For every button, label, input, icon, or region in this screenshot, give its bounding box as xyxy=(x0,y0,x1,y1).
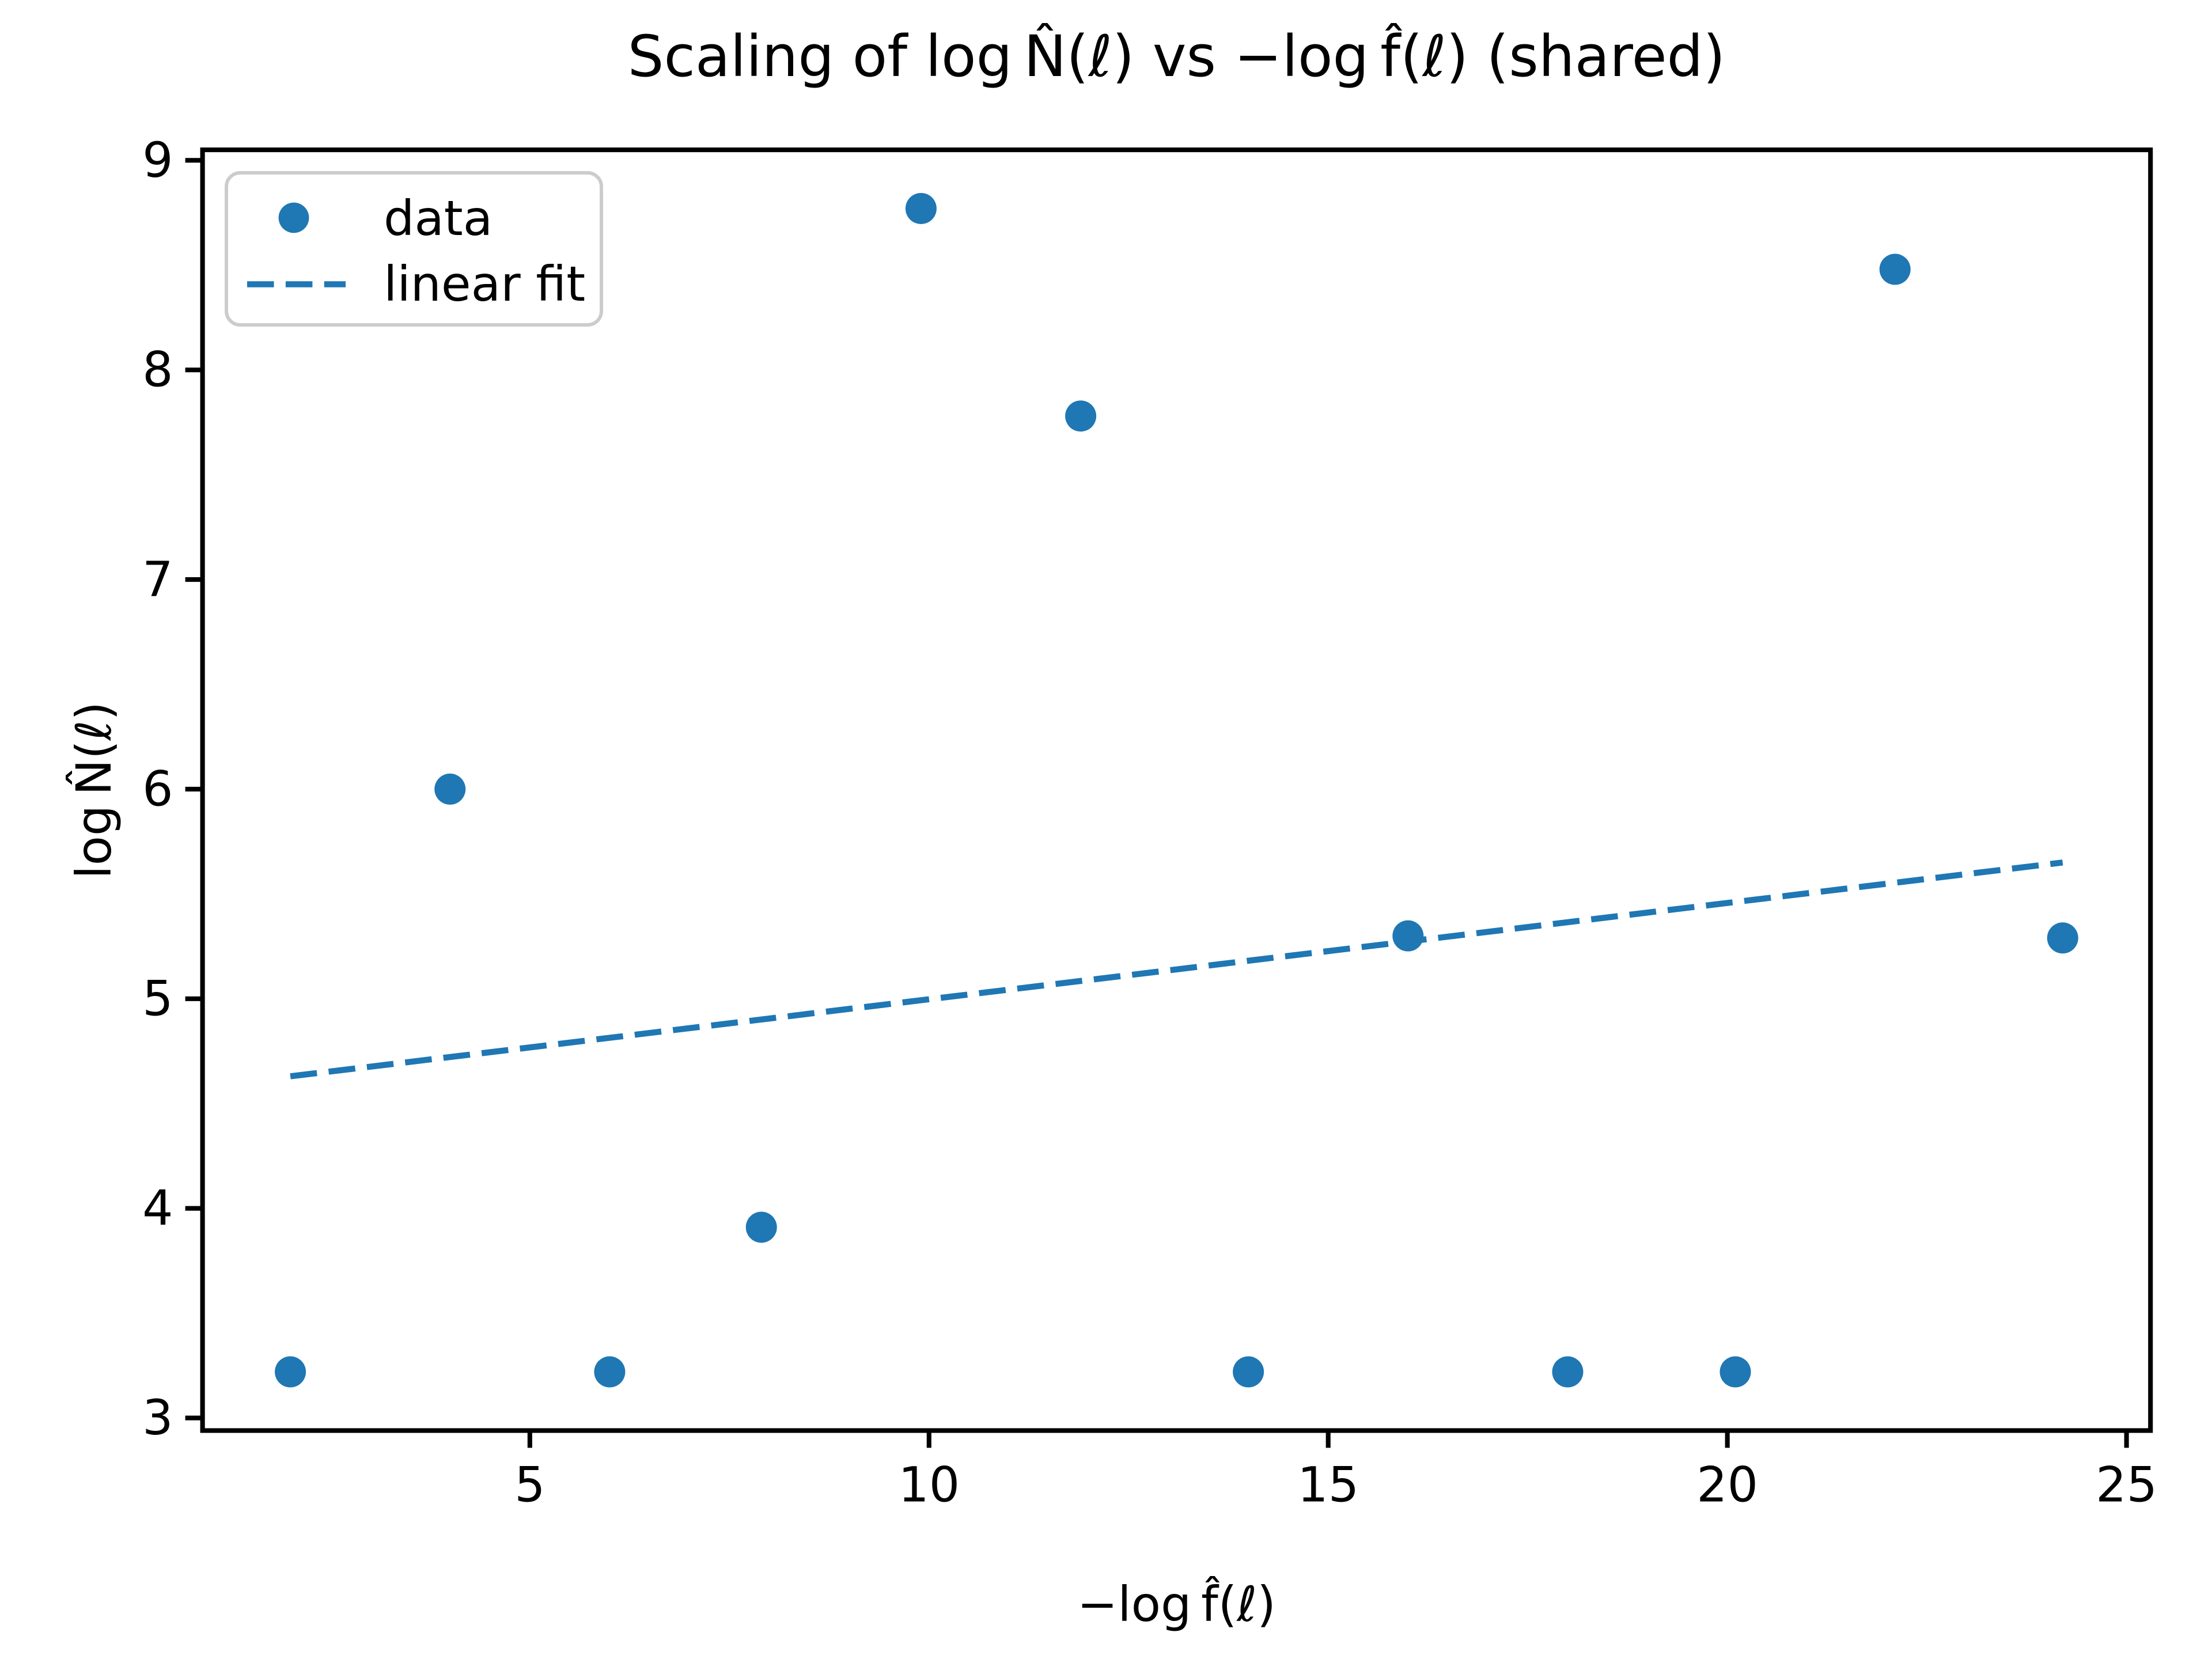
y-tick-label: 4 xyxy=(142,1180,173,1236)
data-point xyxy=(275,1356,306,1388)
data-point xyxy=(905,192,937,224)
data-point xyxy=(1392,920,1424,952)
data-point xyxy=(434,773,466,805)
legend-label-linear-fit: linear fit xyxy=(384,256,585,312)
data-point xyxy=(1065,400,1097,432)
x-tick-label: 15 xyxy=(1297,1456,1359,1513)
y-tick-label: 7 xyxy=(142,551,173,608)
data-point xyxy=(2047,922,2078,954)
y-tick-label: 6 xyxy=(142,760,173,817)
y-tick-label: 8 xyxy=(142,342,173,398)
legend-label-data: data xyxy=(384,190,493,247)
data-point xyxy=(1233,1356,1264,1388)
data-point xyxy=(1719,1356,1751,1388)
data-point xyxy=(594,1356,626,1388)
data-point xyxy=(745,1211,777,1243)
legend-marker-data xyxy=(278,202,309,233)
y-tick-label: 5 xyxy=(142,970,173,1027)
x-tick-label: 10 xyxy=(898,1456,960,1513)
linear-fit-line xyxy=(290,859,2063,1080)
chart-title: Scaling of log N̂(ℓ) vs −log f̂(ℓ) (shar… xyxy=(628,22,1726,90)
plot-border xyxy=(200,147,2153,1433)
y-tick-label: 3 xyxy=(142,1389,173,1446)
data-point xyxy=(1879,253,1911,285)
y-tick-label: 9 xyxy=(142,132,173,188)
y-axis-label: log N̂(ℓ) xyxy=(66,702,122,879)
x-tick-label: 25 xyxy=(2096,1456,2157,1513)
legend-box xyxy=(225,171,603,327)
x-axis-label: −log f̂(ℓ) xyxy=(1077,1576,1276,1633)
x-tick-label: 5 xyxy=(514,1456,545,1513)
x-tick-label: 20 xyxy=(1696,1456,1758,1513)
data-point xyxy=(1552,1356,1584,1388)
